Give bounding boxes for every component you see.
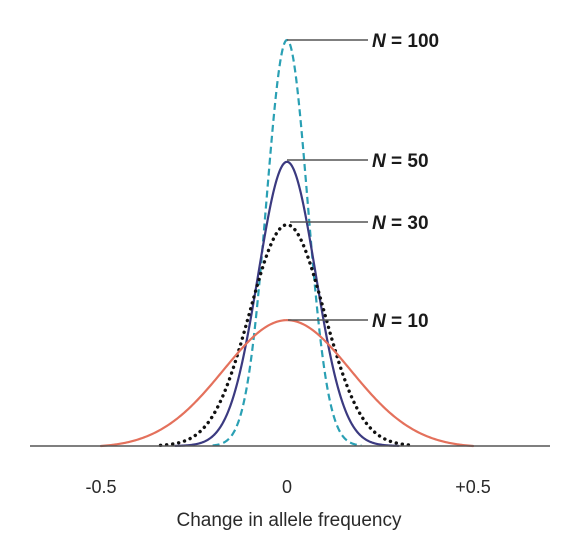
curve-label-value: = 10 xyxy=(386,311,429,332)
curve-label-value: = 30 xyxy=(386,213,429,234)
curve-label-n-30: N = 30 xyxy=(372,213,429,234)
curve-n-50 xyxy=(174,160,400,447)
curve-n-100 xyxy=(212,38,362,447)
curve-n-10 xyxy=(99,319,475,448)
x-tick-label: +0.5 xyxy=(455,477,491,497)
x-tick-labels: -0.5 0 +0.5 xyxy=(85,477,490,497)
curve-label-n-100: N = 100 xyxy=(372,31,439,52)
curve-label-prefix: N xyxy=(372,151,387,172)
curve-n-30 xyxy=(158,223,416,448)
curve-label-prefix: N xyxy=(372,213,387,234)
x-tick-label: 0 xyxy=(282,477,292,497)
x-axis-title: Change in allele frequency xyxy=(177,510,402,531)
curve-label-prefix: N xyxy=(372,311,387,332)
x-tick-label: -0.5 xyxy=(85,477,116,497)
curve-label-n-50: N = 50 xyxy=(372,151,429,172)
curve-label-value: = 50 xyxy=(386,151,429,172)
curves-layer xyxy=(99,38,475,448)
curve-label-value: = 100 xyxy=(386,31,439,52)
curve-label-n-10: N = 10 xyxy=(372,311,429,332)
curve-label-prefix: N xyxy=(372,31,387,52)
